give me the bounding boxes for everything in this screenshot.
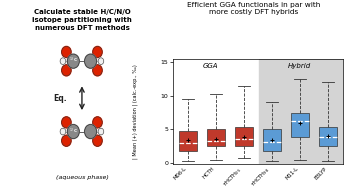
Circle shape — [85, 54, 97, 68]
Circle shape — [93, 65, 102, 76]
Circle shape — [67, 54, 79, 68]
Circle shape — [60, 128, 66, 135]
Bar — [259, 59, 343, 164]
Bar — [179, 131, 197, 151]
Circle shape — [60, 58, 66, 64]
Bar — [319, 127, 337, 146]
Circle shape — [98, 58, 104, 64]
Text: Calculate stable H/C/N/O
isotope partitioning with
numerous DFT methods: Calculate stable H/C/N/O isotope partiti… — [32, 9, 132, 31]
Text: Eq.: Eq. — [53, 94, 67, 103]
Bar — [207, 129, 225, 146]
Bar — [291, 112, 309, 137]
Y-axis label: | Mean (+) deviation | (calc.-exp., ‰): | Mean (+) deviation | (calc.-exp., ‰) — [133, 64, 138, 159]
Bar — [235, 127, 253, 146]
Circle shape — [98, 128, 104, 135]
Circle shape — [93, 46, 102, 57]
Text: GGA: GGA — [203, 63, 218, 69]
Circle shape — [85, 125, 97, 139]
Text: Hybrid: Hybrid — [288, 63, 312, 69]
Circle shape — [67, 125, 79, 139]
Text: Efficient GGA functionals in par with
more costly DFT hybrids: Efficient GGA functionals in par with mo… — [187, 2, 320, 15]
Circle shape — [62, 46, 71, 57]
Circle shape — [62, 117, 71, 128]
Text: $^{13}$C: $^{13}$C — [69, 56, 78, 65]
Circle shape — [93, 117, 102, 128]
Text: $^{12}$C: $^{12}$C — [69, 126, 78, 136]
Bar — [263, 129, 281, 151]
Text: (aqueous phase): (aqueous phase) — [56, 175, 108, 180]
Circle shape — [93, 135, 102, 146]
Circle shape — [62, 135, 71, 146]
Circle shape — [62, 65, 71, 76]
